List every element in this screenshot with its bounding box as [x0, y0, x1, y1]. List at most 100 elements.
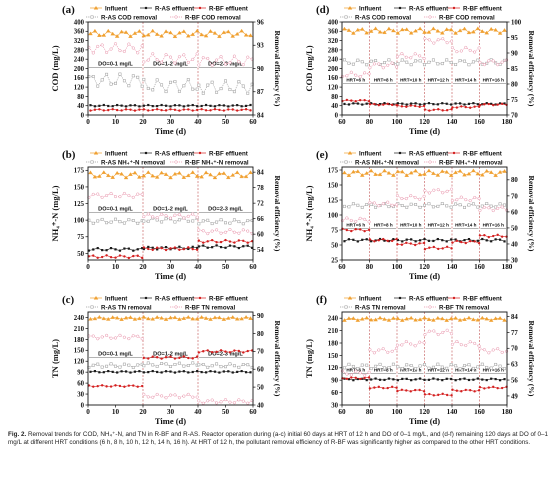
- data-point: [116, 103, 119, 107]
- data-point: [93, 105, 97, 108]
- data-point: [414, 367, 418, 371]
- data-point: [201, 56, 205, 60]
- data-point: [445, 393, 449, 397]
- data-point: [404, 55, 408, 59]
- data-point: [473, 390, 476, 393]
- data-point: [377, 385, 381, 389]
- data-point: [169, 80, 172, 84]
- series-ras_removal: [343, 202, 506, 209]
- data-point: [350, 99, 353, 102]
- data-point: [418, 239, 422, 242]
- data-point: [427, 60, 431, 64]
- data-point: [441, 109, 444, 112]
- plot-frame: [87, 21, 254, 116]
- data-point: [127, 84, 131, 88]
- data-point: [201, 219, 205, 223]
- data-point: [440, 62, 444, 66]
- y-tick-label: 75: [77, 234, 84, 241]
- data-point: [345, 74, 349, 78]
- data-point: [503, 367, 506, 371]
- phase-label: HRT=16 h: [483, 368, 505, 373]
- data-point: [370, 102, 373, 105]
- data-point: [467, 237, 471, 241]
- data-point: [471, 202, 475, 206]
- data-point: [195, 248, 199, 251]
- data-point: [491, 348, 495, 352]
- legend-label: R-AS effluent: [409, 295, 448, 302]
- data-point: [215, 241, 218, 244]
- data-point: [239, 28, 244, 33]
- data-point: [496, 103, 499, 106]
- x-tick-label: 50: [222, 118, 230, 126]
- data-point: [480, 315, 485, 320]
- data-point: [230, 34, 236, 38]
- data-point: [487, 59, 491, 63]
- data-point: [396, 243, 399, 246]
- data-point: [232, 401, 236, 405]
- data-point: [151, 246, 154, 249]
- data-point: [206, 240, 209, 243]
- data-point: [105, 364, 109, 368]
- data-point: [408, 30, 414, 35]
- y-tick-label: 175: [328, 167, 339, 174]
- data-point: [473, 240, 476, 243]
- data-point: [151, 395, 155, 399]
- data-point: [431, 365, 435, 369]
- data-point: [367, 370, 371, 374]
- data-point: [368, 201, 372, 205]
- data-point: [492, 234, 495, 238]
- x-tick-label: 120: [419, 263, 430, 271]
- data-point: [471, 60, 475, 64]
- data-point: [142, 392, 146, 396]
- data-point: [136, 363, 140, 367]
- data-point: [155, 356, 159, 359]
- data-point: [382, 30, 387, 34]
- data-point: [186, 78, 190, 82]
- data-point: [426, 317, 432, 321]
- phase-label: HRT=10 h: [400, 78, 422, 83]
- data-point: [445, 41, 449, 45]
- data-point: [163, 29, 169, 34]
- data-point: [114, 248, 117, 251]
- data-point: [178, 109, 181, 112]
- data-point: [231, 104, 234, 107]
- x-tick-label: 30: [167, 263, 175, 271]
- data-point: [497, 316, 503, 320]
- data-point: [89, 104, 92, 107]
- data-point: [405, 241, 408, 244]
- data-point: [468, 48, 472, 52]
- data-point: [477, 196, 481, 201]
- data-point: [405, 205, 409, 209]
- data-point: [361, 103, 364, 106]
- panel-label: (a): [62, 4, 75, 16]
- data-point: [448, 173, 454, 177]
- data-point: [182, 53, 186, 57]
- data-point: [342, 26, 347, 31]
- data-point: [177, 218, 181, 222]
- data-point: [87, 249, 90, 252]
- data-point: [372, 351, 376, 355]
- data-point: [455, 198, 459, 202]
- data-point: [173, 80, 177, 84]
- data-point: [186, 173, 191, 178]
- phase-label: HRT=14 h: [455, 78, 477, 83]
- data-point: [227, 370, 230, 373]
- data-point: [413, 104, 417, 108]
- data-point: [500, 386, 504, 390]
- legend-marker: [144, 296, 148, 300]
- data-point: [386, 170, 392, 175]
- data-point: [487, 386, 491, 389]
- series-ras_effluent: [89, 103, 252, 108]
- legend-marker: [144, 151, 148, 155]
- legend-marker: [452, 6, 456, 10]
- data-point: [490, 240, 493, 243]
- data-point: [93, 108, 97, 111]
- data-point: [404, 339, 408, 344]
- data-point: [352, 102, 355, 105]
- data-point: [395, 346, 399, 350]
- y-tick-label: 150: [328, 353, 339, 360]
- x-tick-label: 60: [338, 263, 346, 271]
- data-point: [365, 102, 368, 105]
- x-tick-label: 40: [194, 118, 202, 126]
- data-point: [460, 390, 463, 393]
